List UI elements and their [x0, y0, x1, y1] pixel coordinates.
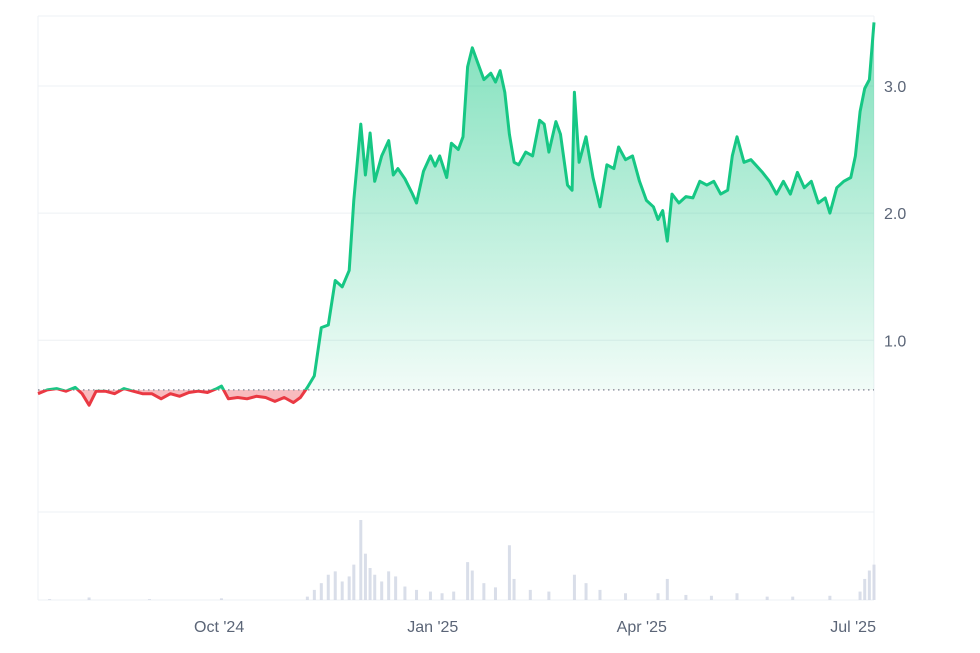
volume-bar-6 [319, 583, 323, 600]
volume-bar-1 [87, 597, 91, 600]
x-axis: Oct '24 Jan '25 Apr '25 Jul '25 [194, 619, 876, 636]
volume-bar-28 [507, 545, 511, 600]
volume-bar-16 [380, 581, 384, 600]
volume-bar-14 [368, 568, 372, 600]
price-line-up [43, 22, 876, 390]
volume-bar-44 [858, 591, 862, 600]
volume-bar-45 [863, 578, 867, 600]
y-tick-label: 3.0 [884, 79, 906, 96]
volume-bar-9 [340, 581, 344, 600]
x-tick-label: Jul '25 [830, 619, 876, 636]
volume-bar-39 [709, 595, 713, 600]
volume-bar-15 [373, 574, 377, 600]
volume-bar-40 [735, 593, 739, 600]
x-tick-label: Oct '24 [194, 619, 244, 636]
x-tick-label: Apr '25 [617, 619, 667, 636]
volume-bar-38 [684, 594, 688, 600]
volume-bar-8 [333, 571, 337, 600]
volume-bar-2 [147, 599, 151, 600]
volume-bar-3 [219, 598, 223, 600]
volume-bar-27 [493, 587, 497, 600]
volume-bar-35 [624, 593, 628, 600]
volume-bar-0 [48, 599, 52, 600]
volume-bar-29 [512, 578, 516, 600]
area-layer [38, 22, 874, 406]
volume-bar-43 [828, 595, 832, 600]
volume-bar-7 [326, 574, 330, 600]
volume-bar-37 [665, 578, 669, 600]
volume-bar-31 [547, 591, 551, 600]
volume-bar-17 [387, 571, 391, 600]
volume-bar-24 [466, 562, 470, 600]
area-fill-down [38, 389, 306, 406]
volume-bar-19 [403, 586, 407, 600]
volume-bar-23 [452, 591, 456, 600]
volume-bar-30 [528, 589, 532, 600]
y-tick-label: 2.0 [884, 206, 906, 223]
volume-bar-22 [440, 593, 444, 600]
y-axis: 1.0 2.0 3.0 [884, 79, 906, 350]
volume-bar-21 [428, 591, 432, 600]
volume-bar-18 [394, 576, 398, 600]
volume-bar-36 [656, 593, 660, 600]
volume-bar-13 [363, 553, 367, 600]
volume-bar-42 [791, 596, 795, 600]
volume-bar-46 [867, 570, 871, 600]
area-fill-up [38, 22, 874, 390]
volume-layer [48, 520, 876, 600]
volume-bar-32 [572, 574, 576, 600]
volume-bar-5 [312, 589, 316, 600]
line-layer [37, 22, 876, 407]
volume-bar-20 [415, 589, 419, 600]
volume-bar-41 [765, 596, 769, 600]
volume-bar-12 [359, 520, 363, 600]
volume-bar-10 [347, 576, 351, 600]
volume-bar-25 [470, 570, 474, 600]
volume-bar-34 [598, 589, 602, 600]
volume-bar-26 [482, 583, 486, 600]
volume-bar-11 [352, 564, 356, 600]
y-tick-label: 1.0 [884, 333, 906, 350]
x-tick-label: Jan '25 [407, 619, 458, 636]
volume-bar-47 [872, 564, 876, 600]
volume-bar-4 [305, 596, 309, 600]
volume-bar-33 [584, 583, 588, 600]
